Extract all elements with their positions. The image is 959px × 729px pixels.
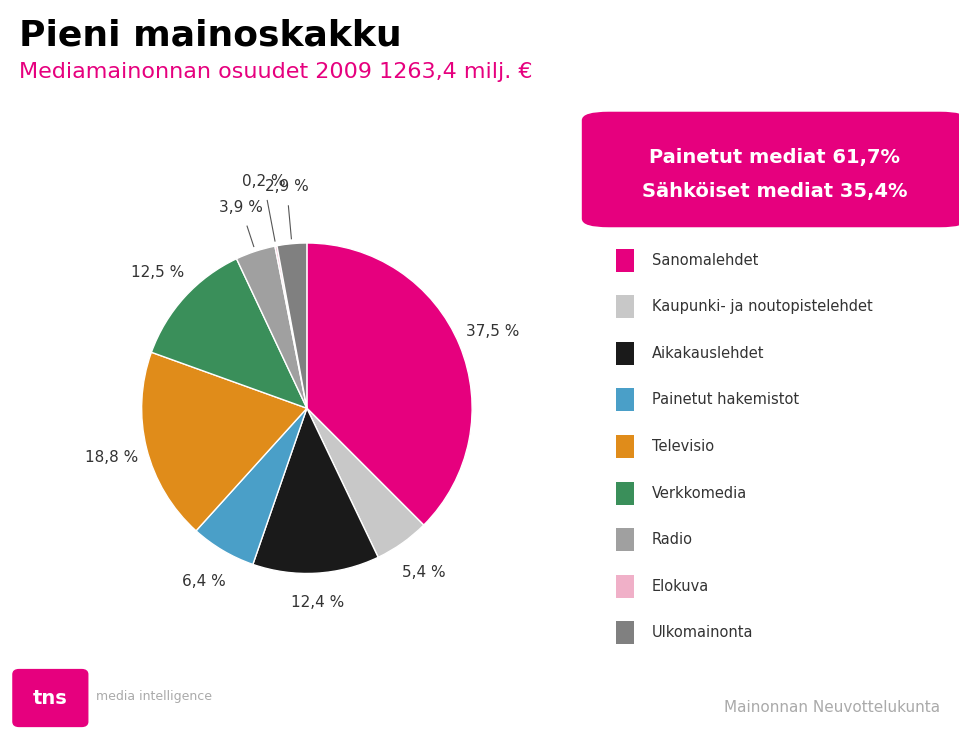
Text: 18,8 %: 18,8 % [84,450,138,464]
Text: Pieni mainoskakku: Pieni mainoskakku [19,18,402,52]
Wedge shape [307,408,424,557]
Bar [616,435,634,458]
Text: Elokuva: Elokuva [652,579,710,593]
Bar [616,342,634,365]
Text: 3,9 %: 3,9 % [219,200,263,215]
Bar [616,528,634,551]
Text: 37,5 %: 37,5 % [466,324,520,338]
Wedge shape [277,243,307,408]
Text: Mediamainonnan osuudet 2009 1263,4 milj. €: Mediamainonnan osuudet 2009 1263,4 milj.… [19,62,532,82]
Bar [616,389,634,411]
FancyBboxPatch shape [13,669,87,726]
Text: Sanomalehdet: Sanomalehdet [652,253,759,268]
Wedge shape [196,408,307,564]
Text: Painetut mediat 61,7%: Painetut mediat 61,7% [649,148,900,167]
Text: Radio: Radio [652,532,693,547]
Text: Ulkomainonta: Ulkomainonta [652,625,754,640]
Text: Verkkomedia: Verkkomedia [652,486,747,501]
Wedge shape [307,243,472,525]
Text: 6,4 %: 6,4 % [182,574,226,589]
Text: Televisio: Televisio [652,439,714,454]
Wedge shape [142,352,307,531]
Text: Sähköiset mediat 35,4%: Sähköiset mediat 35,4% [642,182,907,200]
Wedge shape [275,246,307,408]
Text: Aikakauslehdet: Aikakauslehdet [652,346,764,361]
Text: 0,2 %: 0,2 % [242,174,286,189]
Bar [616,295,634,319]
Bar [616,249,634,272]
FancyBboxPatch shape [582,112,959,227]
Text: Kaupunki- ja noutopistelehdet: Kaupunki- ja noutopistelehdet [652,300,873,314]
Text: tns: tns [33,688,68,708]
Text: 5,4 %: 5,4 % [402,565,445,580]
Wedge shape [152,259,307,408]
Wedge shape [237,246,307,408]
Text: Painetut hakemistot: Painetut hakemistot [652,392,799,408]
Wedge shape [253,408,378,574]
Text: 2,9 %: 2,9 % [265,179,309,194]
Text: 12,5 %: 12,5 % [131,265,184,280]
Bar [616,482,634,504]
Text: 12,4 %: 12,4 % [292,596,344,610]
Bar [616,621,634,644]
Text: media intelligence: media intelligence [96,690,212,703]
Bar [616,574,634,598]
Text: Mainonnan Neuvottelukunta: Mainonnan Neuvottelukunta [724,700,940,714]
